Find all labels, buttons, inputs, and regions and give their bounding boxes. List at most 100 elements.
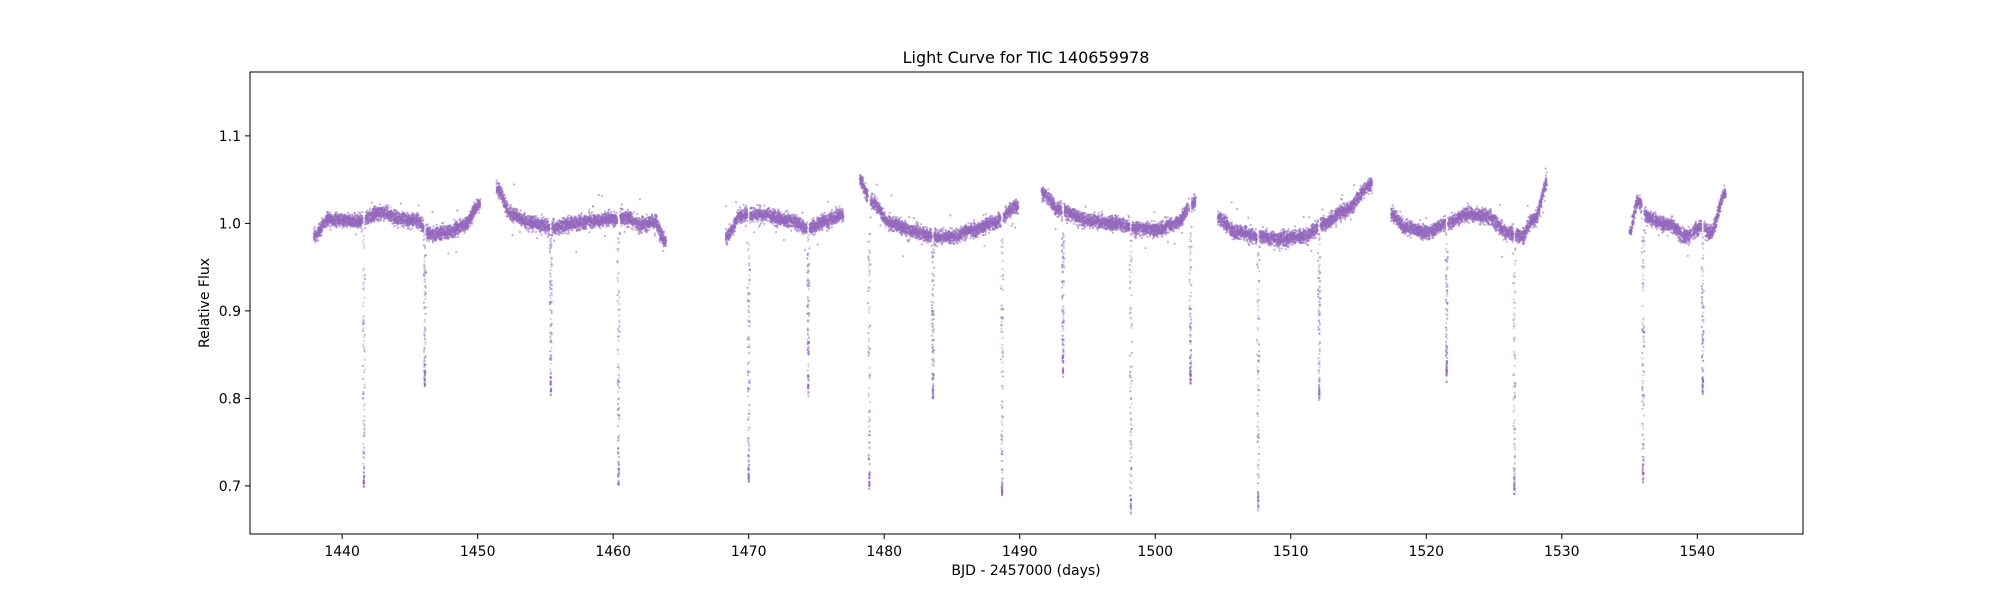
data-point xyxy=(456,232,459,236)
data-point xyxy=(363,277,366,280)
data-point xyxy=(495,191,498,194)
data-point xyxy=(350,221,353,224)
data-point xyxy=(637,226,640,229)
data-point xyxy=(334,214,337,218)
data-point xyxy=(395,216,398,219)
data-point xyxy=(449,229,452,232)
data-point xyxy=(472,213,475,216)
data-point xyxy=(313,237,316,240)
data-point xyxy=(631,218,634,221)
data-point xyxy=(395,210,398,213)
data-point xyxy=(447,238,450,241)
data-point xyxy=(430,234,433,237)
data-point xyxy=(334,223,337,226)
data-point xyxy=(463,231,466,234)
data-point xyxy=(425,227,428,230)
data-point xyxy=(503,193,506,197)
data-point xyxy=(602,213,605,216)
data-point xyxy=(447,252,450,255)
data-point xyxy=(606,213,609,216)
data-point xyxy=(346,219,349,222)
data-point xyxy=(456,235,460,239)
data-point xyxy=(619,214,622,217)
data-point xyxy=(329,211,332,214)
data-point xyxy=(361,215,364,218)
data-point xyxy=(435,235,438,238)
data-point xyxy=(445,227,448,230)
data-point xyxy=(363,431,366,434)
data-point xyxy=(603,234,607,238)
data-point xyxy=(615,211,618,214)
data-point xyxy=(656,228,660,231)
data-point xyxy=(353,212,357,215)
data-point xyxy=(426,239,429,242)
data-point xyxy=(322,223,325,226)
data-point xyxy=(382,220,385,223)
data-point xyxy=(468,218,471,221)
data-point xyxy=(373,205,376,208)
data-point xyxy=(361,210,364,214)
data-point xyxy=(432,225,435,228)
data-point xyxy=(577,215,580,218)
data-point xyxy=(475,198,478,201)
data-point xyxy=(410,221,413,224)
data-point xyxy=(471,217,474,220)
data-point xyxy=(340,213,343,216)
data-point xyxy=(362,377,365,380)
data-point xyxy=(619,207,622,210)
data-point xyxy=(394,214,397,217)
data-point xyxy=(341,219,344,222)
data-point xyxy=(336,222,339,225)
data-point xyxy=(628,220,631,223)
data-point xyxy=(363,424,366,427)
data-point xyxy=(387,211,390,214)
data-point xyxy=(385,216,389,219)
data-point xyxy=(321,219,324,223)
data-point xyxy=(473,204,476,207)
data-point xyxy=(567,230,570,233)
data-point xyxy=(419,230,422,233)
data-point xyxy=(357,211,360,214)
data-point xyxy=(391,216,394,219)
data-point xyxy=(327,216,330,219)
data-point xyxy=(399,202,402,205)
data-point xyxy=(651,218,655,221)
data-point xyxy=(471,206,475,209)
data-point xyxy=(350,215,353,219)
data-point xyxy=(456,209,459,212)
data-point xyxy=(440,225,443,228)
data-point xyxy=(556,231,559,234)
data-point xyxy=(374,216,377,219)
data-point xyxy=(419,219,422,223)
data-point xyxy=(551,222,554,226)
data-point xyxy=(425,223,428,226)
data-point xyxy=(376,213,379,216)
data-point xyxy=(587,223,591,226)
data-point xyxy=(632,211,636,214)
data-point xyxy=(513,183,516,186)
data-point xyxy=(640,231,643,234)
data-point xyxy=(618,386,621,389)
data-point xyxy=(346,215,349,219)
data-point xyxy=(495,183,498,186)
data-point xyxy=(567,232,570,235)
data-point xyxy=(511,233,514,237)
data-point xyxy=(497,182,500,185)
data-point xyxy=(431,229,434,232)
data-point xyxy=(356,214,359,217)
data-point xyxy=(479,198,482,201)
data-point xyxy=(627,226,630,229)
data-point xyxy=(431,239,434,243)
data-point xyxy=(411,227,414,230)
data-point xyxy=(452,227,455,230)
data-point xyxy=(582,221,585,224)
data-point xyxy=(391,213,394,217)
data-point xyxy=(363,227,367,230)
data-point xyxy=(417,204,420,207)
data-point xyxy=(390,210,393,213)
data-point xyxy=(425,232,428,235)
data-point xyxy=(373,219,376,222)
data-point xyxy=(458,225,461,228)
data-point xyxy=(544,229,548,232)
data-point xyxy=(538,230,541,233)
